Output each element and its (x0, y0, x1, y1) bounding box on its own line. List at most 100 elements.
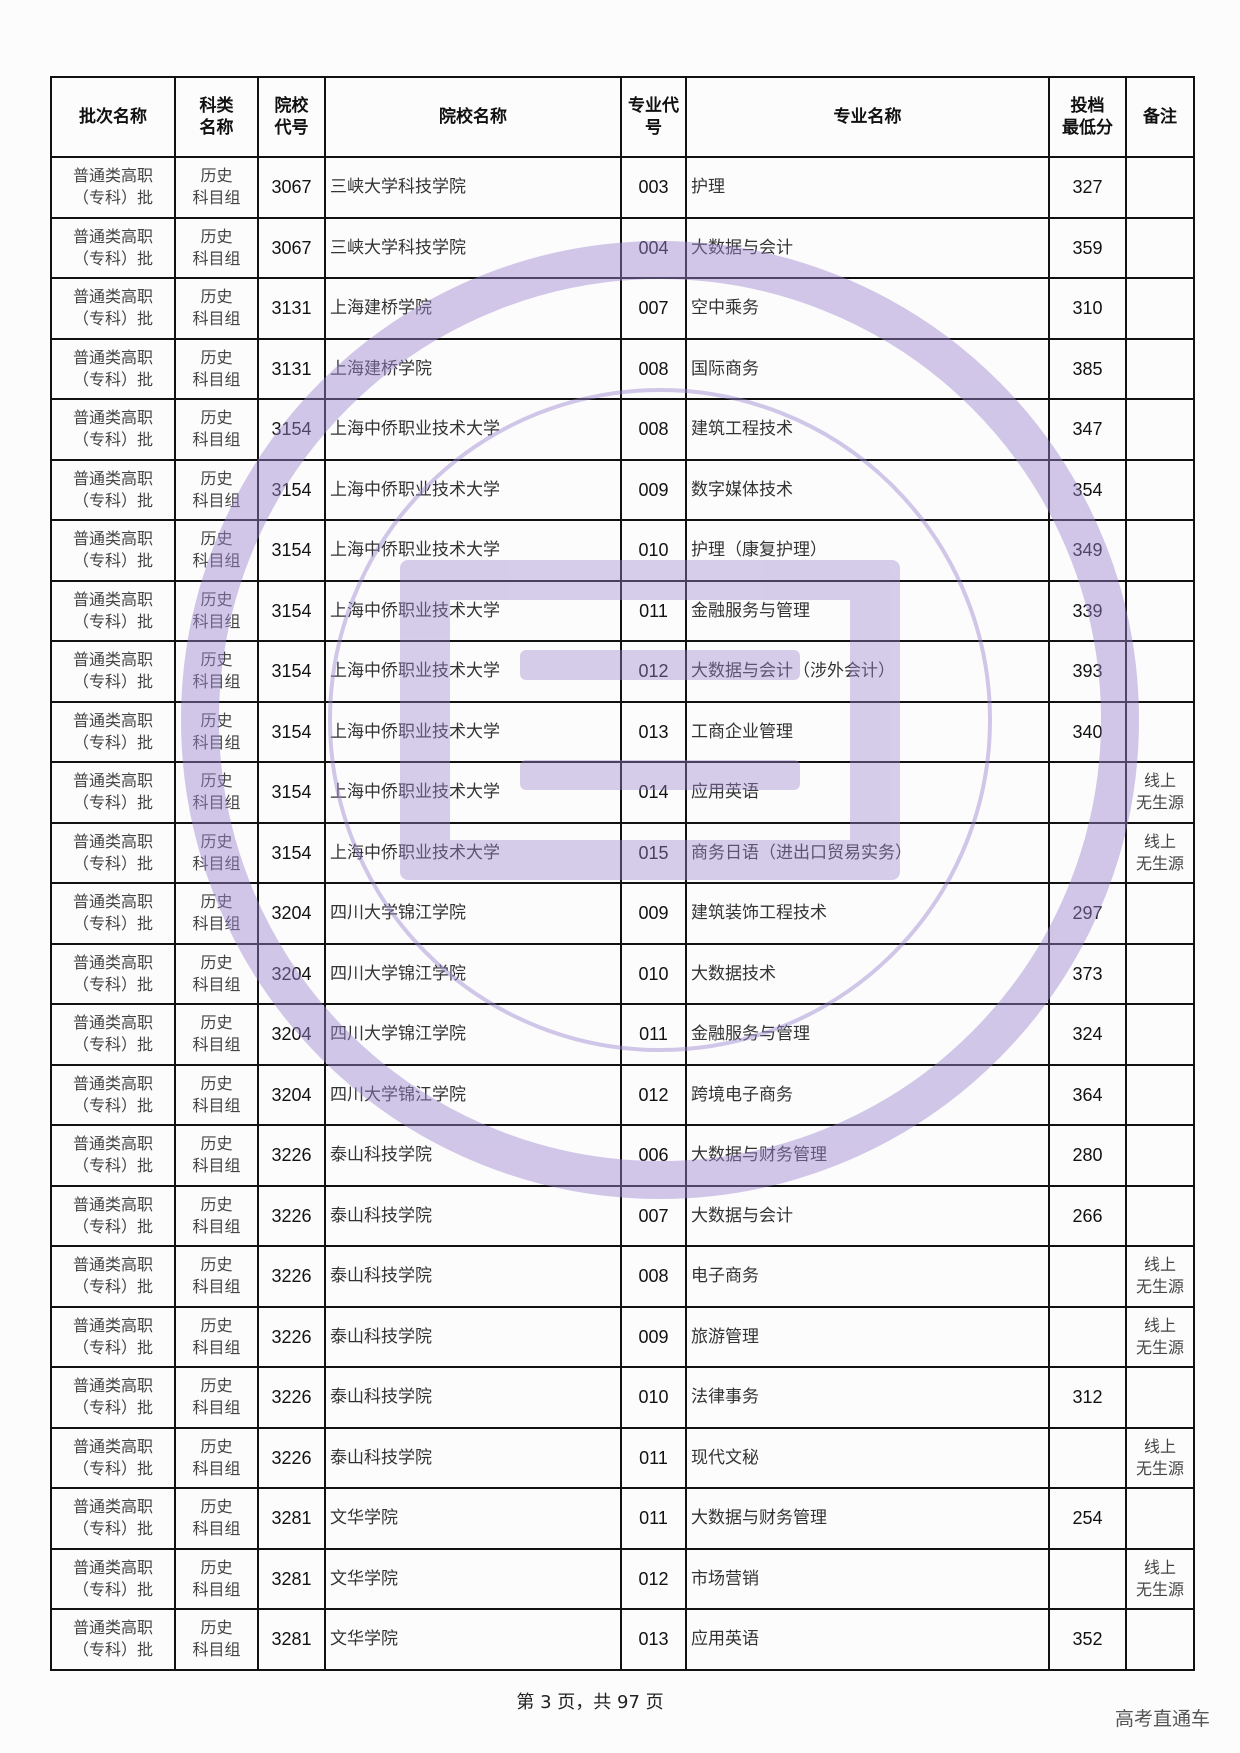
table-header-row: 批次名称 科类 名称 院校 代号 院校名称 专业代 号专业名称 投档 最低分 备注 (50, 76, 1195, 158)
cell-batch-name: 普通类高职 （专科）批 (50, 277, 176, 340)
cell-batch-name: 普通类高职 （专科）批 (50, 1547, 176, 1610)
cell-subject-group: 历史 科目组 (174, 398, 259, 461)
cell-school-code: 3067 (257, 156, 326, 219)
cell-subject-group: 历史 科目组 (174, 1305, 259, 1368)
cell-major-code: 006 (620, 1124, 687, 1187)
cell-remark (1125, 1487, 1195, 1550)
cell-school-code: 3154 (257, 458, 326, 521)
cell-remark (1125, 579, 1195, 642)
header-subject-group: 科类 名称 (174, 76, 259, 158)
cell-major-code: 008 (620, 398, 687, 461)
cell-min-score (1048, 821, 1127, 884)
table-row: 普通类高职 （专科）批 历史 科目组 3226 泰山科技学院 011 现代文秘 线上 无生源 (50, 1426, 1195, 1489)
cell-subject-group: 历史 科目组 (174, 1366, 259, 1429)
cell-major-name: 国际商务 (685, 337, 1050, 400)
cell-school-name: 泰山科技学院 (324, 1124, 622, 1187)
cell-batch-name: 普通类高职 （专科）批 (50, 156, 176, 219)
cell-major-code: 009 (620, 882, 687, 945)
cell-major-code: 012 (620, 640, 687, 703)
cell-major-code: 008 (620, 1245, 687, 1308)
table-row: 普通类高职 （专科）批 历史 科目组 3154 上海中侨职业技术大学 015 商务日语（进… (50, 821, 1195, 884)
cell-min-score: 266 (1048, 1184, 1127, 1247)
cell-major-code: 011 (620, 579, 687, 642)
cell-min-score: 393 (1048, 640, 1127, 703)
cell-school-name: 三峡大学科技学院 (324, 216, 622, 279)
cell-batch-name: 普通类高职 （专科）批 (50, 1063, 176, 1126)
cell-subject-group: 历史 科目组 (174, 1003, 259, 1066)
table-row: 普通类高职 （专科）批 历史 科目组 3154 上海中侨职业技术大学 014 应用英语 线上… (50, 761, 1195, 824)
cell-major-name: 大数据与财务管理 (685, 1124, 1050, 1187)
cell-subject-group: 历史 科目组 (174, 579, 259, 642)
cell-min-score: 359 (1048, 216, 1127, 279)
cell-school-code: 3281 (257, 1487, 326, 1550)
table-row: 普通类高职 （专科）批 历史 科目组 3204 四川大学锦江学院 009 建筑装饰工程技术… (50, 882, 1195, 945)
table-row: 普通类高职 （专科）批 历史 科目组 3281 文华学院 013 应用英语 352 (50, 1608, 1195, 1671)
cell-school-code: 3204 (257, 882, 326, 945)
cell-min-score (1048, 1305, 1127, 1368)
cell-school-name: 泰山科技学院 (324, 1245, 622, 1308)
cell-major-code: 008 (620, 337, 687, 400)
cell-remark (1125, 156, 1195, 219)
cell-school-name: 上海建桥学院 (324, 337, 622, 400)
cell-batch-name: 普通类高职 （专科）批 (50, 882, 176, 945)
table-row: 普通类高职 （专科）批 历史 科目组 3131 上海建桥学院 007 空中乘务 310 (50, 277, 1195, 340)
cell-major-name: 大数据技术 (685, 942, 1050, 1005)
cell-remark (1125, 277, 1195, 340)
cell-school-name: 泰山科技学院 (324, 1305, 622, 1368)
admission-score-table: 批次名称 科类 名称 院校 代号 院校名称 专业代 号专业名称 投档 最低分 备注 普通类高… (50, 76, 1195, 1671)
cell-subject-group: 历史 科目组 (174, 1063, 259, 1126)
cell-major-name: 空中乘务 (685, 277, 1050, 340)
cell-school-code: 3226 (257, 1184, 326, 1247)
cell-batch-name: 普通类高职 （专科）批 (50, 1608, 176, 1671)
cell-school-code: 3154 (257, 821, 326, 884)
cell-batch-name: 普通类高职 （专科）批 (50, 519, 176, 582)
cell-school-name: 四川大学锦江学院 (324, 942, 622, 1005)
cell-batch-name: 普通类高职 （专科）批 (50, 398, 176, 461)
table-row: 普通类高职 （专科）批 历史 科目组 3226 泰山科技学院 006 大数据与财务管理 28… (50, 1124, 1195, 1187)
cell-batch-name: 普通类高职 （专科）批 (50, 216, 176, 279)
cell-major-code: 015 (620, 821, 687, 884)
cell-remark (1125, 1063, 1195, 1126)
table-row: 普通类高职 （专科）批 历史 科目组 3131 上海建桥学院 008 国际商务 385 (50, 337, 1195, 400)
cell-school-code: 3226 (257, 1245, 326, 1308)
cell-school-code: 3154 (257, 640, 326, 703)
cell-subject-group: 历史 科目组 (174, 1608, 259, 1671)
cell-remark (1125, 700, 1195, 763)
cell-school-code: 3226 (257, 1305, 326, 1368)
cell-school-code: 3204 (257, 1003, 326, 1066)
cell-major-code: 013 (620, 1608, 687, 1671)
table-row: 普通类高职 （专科）批 历史 科目组 3154 上海中侨职业技术大学 008 建筑工程技术… (50, 398, 1195, 461)
table-row: 普通类高职 （专科）批 历史 科目组 3067 三峡大学科技学院 003 护理 327 (50, 156, 1195, 219)
cell-school-name: 上海中侨职业技术大学 (324, 519, 622, 582)
cell-subject-group: 历史 科目组 (174, 1184, 259, 1247)
cell-major-name: 工商企业管理 (685, 700, 1050, 763)
cell-batch-name: 普通类高职 （专科）批 (50, 337, 176, 400)
cell-school-name: 上海中侨职业技术大学 (324, 458, 622, 521)
header-batch-name: 批次名称 (50, 76, 176, 158)
cell-school-name: 四川大学锦江学院 (324, 1003, 622, 1066)
cell-remark: 线上 无生源 (1125, 1245, 1195, 1308)
cell-batch-name: 普通类高职 （专科）批 (50, 942, 176, 1005)
cell-min-score: 349 (1048, 519, 1127, 582)
cell-subject-group: 历史 科目组 (174, 1245, 259, 1308)
cell-subject-group: 历史 科目组 (174, 882, 259, 945)
cell-school-code: 3154 (257, 398, 326, 461)
cell-school-name: 文华学院 (324, 1608, 622, 1671)
cell-school-code: 3131 (257, 337, 326, 400)
cell-school-code: 3204 (257, 942, 326, 1005)
cell-major-code: 011 (620, 1426, 687, 1489)
cell-school-code: 3226 (257, 1426, 326, 1489)
cell-major-name: 大数据与财务管理 (685, 1487, 1050, 1550)
cell-major-name: 金融服务与管理 (685, 579, 1050, 642)
cell-batch-name: 普通类高职 （专科）批 (50, 1305, 176, 1368)
header-remark: 备注 (1125, 76, 1195, 158)
cell-school-name: 泰山科技学院 (324, 1184, 622, 1247)
cell-major-name: 大数据与会计 (685, 216, 1050, 279)
cell-school-name: 泰山科技学院 (324, 1366, 622, 1429)
cell-major-name: 法律事务 (685, 1366, 1050, 1429)
cell-major-name: 护理（康复护理） (685, 519, 1050, 582)
cell-major-name: 跨境电子商务 (685, 1063, 1050, 1126)
cell-major-code: 011 (620, 1003, 687, 1066)
cell-major-name: 应用英语 (685, 1608, 1050, 1671)
cell-min-score: 297 (1048, 882, 1127, 945)
